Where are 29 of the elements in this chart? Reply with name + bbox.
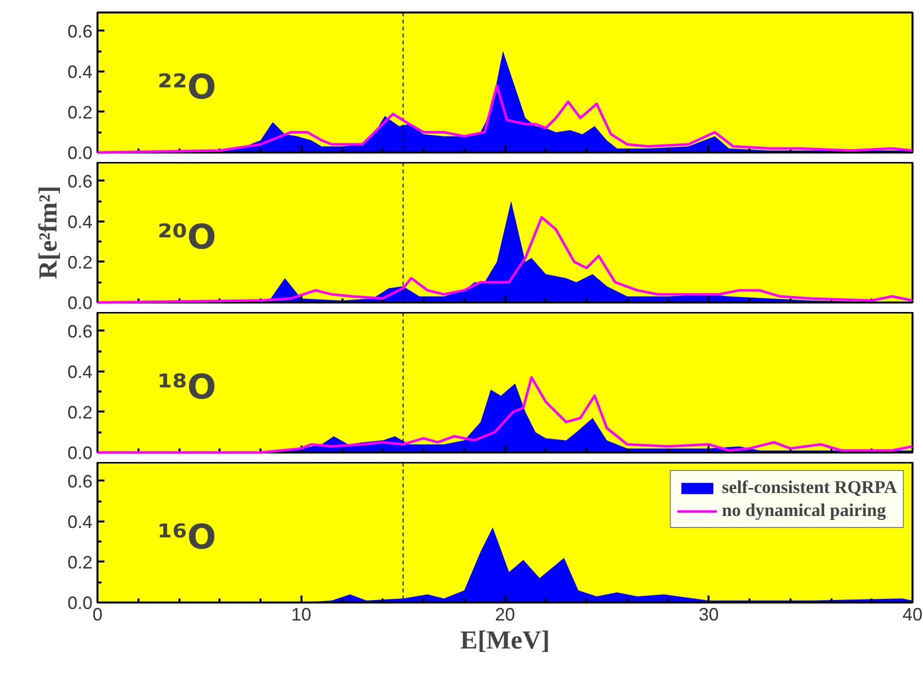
- y-tick-label: 0.4: [67, 512, 93, 532]
- y-tick-label: 0.6: [67, 471, 93, 492]
- y-tick-label: 0.4: [67, 362, 93, 382]
- y-tick-label: 0.0: [67, 143, 93, 163]
- y-tick-label: 0.4: [67, 212, 93, 232]
- y-axis-title: R[e²fm²]: [33, 186, 62, 280]
- y-tick-label: 0.2: [67, 102, 93, 122]
- x-axis-title: E[MeV]: [460, 626, 550, 654]
- y-tick-label: 0.6: [67, 321, 93, 342]
- annotation: ²⁰O: [158, 218, 216, 258]
- y-tick-label: 0.2: [67, 552, 93, 572]
- y-tick-label: 0.4: [67, 62, 93, 82]
- annotation: ¹⁸O: [158, 368, 216, 408]
- y-tick-label: 0.2: [67, 252, 93, 272]
- x-tick-label: 30: [698, 604, 719, 624]
- y-tick-label: 0.0: [67, 593, 93, 613]
- annotation: ²²O: [158, 68, 216, 108]
- legend-label: no dynamical pairing: [722, 500, 886, 521]
- y-tick-label: 0.0: [67, 443, 93, 463]
- y-tick-label: 0.6: [67, 171, 93, 192]
- legend-label: self-consistent RQRPA: [722, 477, 897, 498]
- x-tick-label: 0: [92, 604, 103, 624]
- x-tick-label: 10: [291, 604, 312, 624]
- y-tick-label: 0.6: [67, 21, 93, 42]
- x-tick-label: 40: [902, 604, 923, 624]
- y-tick-label: 0.0: [67, 293, 93, 313]
- annotation: ¹⁶O: [158, 518, 216, 558]
- x-tick-label: 20: [494, 604, 516, 624]
- y-tick-label: 0.2: [67, 402, 93, 422]
